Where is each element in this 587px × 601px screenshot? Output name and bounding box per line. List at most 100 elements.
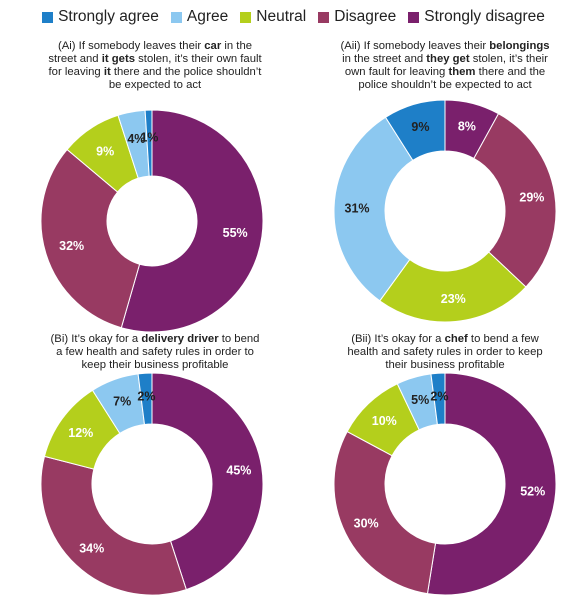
slice-strongly-agree bbox=[430, 372, 446, 426]
data-label-neutral: 12% bbox=[68, 426, 93, 440]
chart-legend: Strongly agree Agree Neutral Disagree Strong… bbox=[0, 8, 587, 26]
legend-swatch bbox=[318, 11, 330, 23]
data-label-strongly-agree: 1% bbox=[140, 131, 158, 145]
slice-strongly-disagree bbox=[151, 372, 264, 591]
chart-title-line: (Bii) It’s okay for a chef to bend a few bbox=[303, 333, 587, 346]
chart-title-line: a few health and safety rules in order t… bbox=[20, 346, 290, 359]
slice-strongly-agree bbox=[137, 372, 153, 426]
chart-title-keyword: chef bbox=[444, 333, 468, 345]
data-label-strongly-agree: 2% bbox=[137, 390, 155, 404]
chart-title-line: their business profitable bbox=[303, 359, 587, 372]
data-label-disagree: 29% bbox=[519, 191, 544, 205]
data-label-agree: 7% bbox=[113, 395, 131, 409]
chart-title-text: a few health and safety rules in order t… bbox=[56, 346, 254, 358]
chart-title-line: own fault for leaving them there and the bbox=[303, 66, 587, 79]
legend-label: Agree bbox=[186, 8, 229, 25]
data-label-strongly-disagree: 45% bbox=[226, 464, 251, 478]
chart-title-keyword: they get bbox=[426, 53, 470, 65]
chart-title-text: in the bbox=[221, 40, 253, 52]
chart-title-keyword: it gets bbox=[101, 53, 136, 65]
legend-item-neutral: Neutral bbox=[240, 8, 306, 26]
chart-title-text: there and the bbox=[475, 66, 546, 78]
chart-title-line: street and it gets stolen, it’s their ow… bbox=[20, 53, 290, 66]
data-label-agree: 4% bbox=[127, 132, 145, 146]
chart-title: (Ai) If somebody leaves their car in the… bbox=[20, 40, 290, 92]
chart-title-text: for leaving bbox=[48, 66, 104, 78]
donut-chart: 8% 29% 23% 31% 9% bbox=[333, 99, 557, 323]
chart-title-line: (Aii) If somebody leaves their belonging… bbox=[303, 40, 587, 53]
chart-title-line: health and safety rules in order to keep bbox=[303, 346, 587, 359]
slice-strongly-agree bbox=[384, 99, 446, 162]
donut-chart: 55% 32% 9% 4%1% bbox=[40, 109, 264, 333]
slice-disagree bbox=[473, 113, 557, 288]
chart-title-text: stolen, it’s their own fault bbox=[135, 53, 262, 65]
chart-title-text: (Ai) If somebody leaves their bbox=[57, 40, 205, 52]
chart-title-keyword: it bbox=[103, 66, 111, 78]
chart-title-line: keep their business profitable bbox=[20, 359, 290, 372]
data-label-disagree: 34% bbox=[79, 542, 104, 556]
chart-title: (Bi) It’s okay for a delivery driver to … bbox=[20, 333, 290, 372]
chart-title-text: stolen, it’s their bbox=[469, 53, 548, 65]
data-label-strongly-disagree: 52% bbox=[520, 484, 545, 498]
data-label-strongly-agree: 2% bbox=[430, 390, 448, 404]
chart-title-text: street and bbox=[48, 53, 102, 65]
legend-swatch bbox=[42, 11, 54, 23]
chart-title-line: be expected to act bbox=[20, 79, 290, 92]
chart-title-text: (Aii) If somebody leaves their bbox=[340, 40, 490, 52]
chart-title-keyword: belongings bbox=[489, 40, 550, 52]
legend-label: Neutral bbox=[256, 8, 307, 25]
slice-strongly-disagree bbox=[120, 109, 264, 333]
chart-title-text: to bend a few bbox=[467, 333, 539, 345]
data-label-agree: 31% bbox=[345, 202, 370, 216]
data-label-neutral: 10% bbox=[372, 414, 397, 428]
chart-title: (Bii) It’s okay for a chef to bend a few… bbox=[303, 333, 587, 372]
donut-chart: 45% 34% 12% 7% 2% bbox=[40, 372, 264, 596]
legend-label: Strongly agree bbox=[58, 8, 159, 25]
legend-swatch bbox=[170, 11, 182, 23]
chart-title-text: be expected to act bbox=[108, 79, 202, 91]
chart-title-keyword: car bbox=[204, 40, 222, 52]
slice-disagree bbox=[40, 148, 141, 329]
chart-title-line: for leaving it there and the police shou… bbox=[20, 66, 290, 79]
chart-title-line: (Ai) If somebody leaves their car in the bbox=[20, 40, 290, 53]
data-label-strongly-agree: 9% bbox=[411, 120, 429, 134]
data-label-disagree: 32% bbox=[59, 239, 84, 253]
data-label-disagree: 30% bbox=[354, 517, 379, 531]
legend-item-strongly-disagree: Strongly disagree bbox=[408, 8, 545, 26]
chart-title-text: (Bii) It’s okay for a bbox=[351, 333, 445, 345]
chart-title-line: (Bi) It’s okay for a delivery driver to … bbox=[20, 333, 290, 346]
chart-title-text: own fault for leaving bbox=[344, 66, 449, 78]
legend-label: Strongly disagree bbox=[424, 8, 545, 25]
chart-title-text: health and safety rules in order to keep bbox=[347, 346, 543, 358]
chart-title-text: to bend bbox=[218, 333, 260, 345]
chart-title-keyword: them bbox=[448, 66, 476, 78]
chart-title-keyword: delivery driver bbox=[141, 333, 219, 345]
chart-title-text: there and the police shouldn’t bbox=[110, 66, 262, 78]
chart-title-text: (Bi) It’s okay for a bbox=[50, 333, 142, 345]
slice-disagree bbox=[40, 455, 187, 596]
slice-agree bbox=[333, 116, 414, 302]
legend-swatch bbox=[408, 11, 420, 23]
slice-strongly-disagree bbox=[426, 372, 557, 596]
chart-title-line: police shouldn’t be expected to act bbox=[303, 79, 587, 92]
chart-title-text: keep their business profitable bbox=[81, 359, 229, 371]
data-label-strongly-disagree: 55% bbox=[223, 226, 248, 240]
data-label-neutral: 9% bbox=[96, 145, 114, 159]
chart-title-text: in the street and bbox=[342, 53, 427, 65]
legend-item-strongly-agree: Strongly agree bbox=[42, 8, 159, 26]
chart-title-text: their business profitable bbox=[385, 359, 505, 371]
chart-title: (Aii) If somebody leaves their belonging… bbox=[303, 40, 587, 92]
legend-swatch bbox=[240, 11, 252, 23]
slice-disagree bbox=[333, 430, 437, 595]
donut-chart: 52% 30% 10% 5% 2% bbox=[333, 372, 557, 596]
chart-title-line: in the street and they get stolen, it’s … bbox=[303, 53, 587, 66]
legend-label: Disagree bbox=[334, 8, 397, 25]
legend-item-agree: Agree bbox=[170, 8, 229, 26]
data-label-agree: 5% bbox=[411, 393, 429, 407]
data-label-neutral: 23% bbox=[441, 292, 466, 306]
chart-title-text: police shouldn’t be expected to act bbox=[358, 79, 532, 91]
legend-item-disagree: Disagree bbox=[318, 8, 396, 26]
data-label-strongly-disagree: 8% bbox=[458, 119, 476, 133]
slice-neutral bbox=[379, 251, 527, 323]
slice-strongly-agree bbox=[144, 109, 153, 177]
